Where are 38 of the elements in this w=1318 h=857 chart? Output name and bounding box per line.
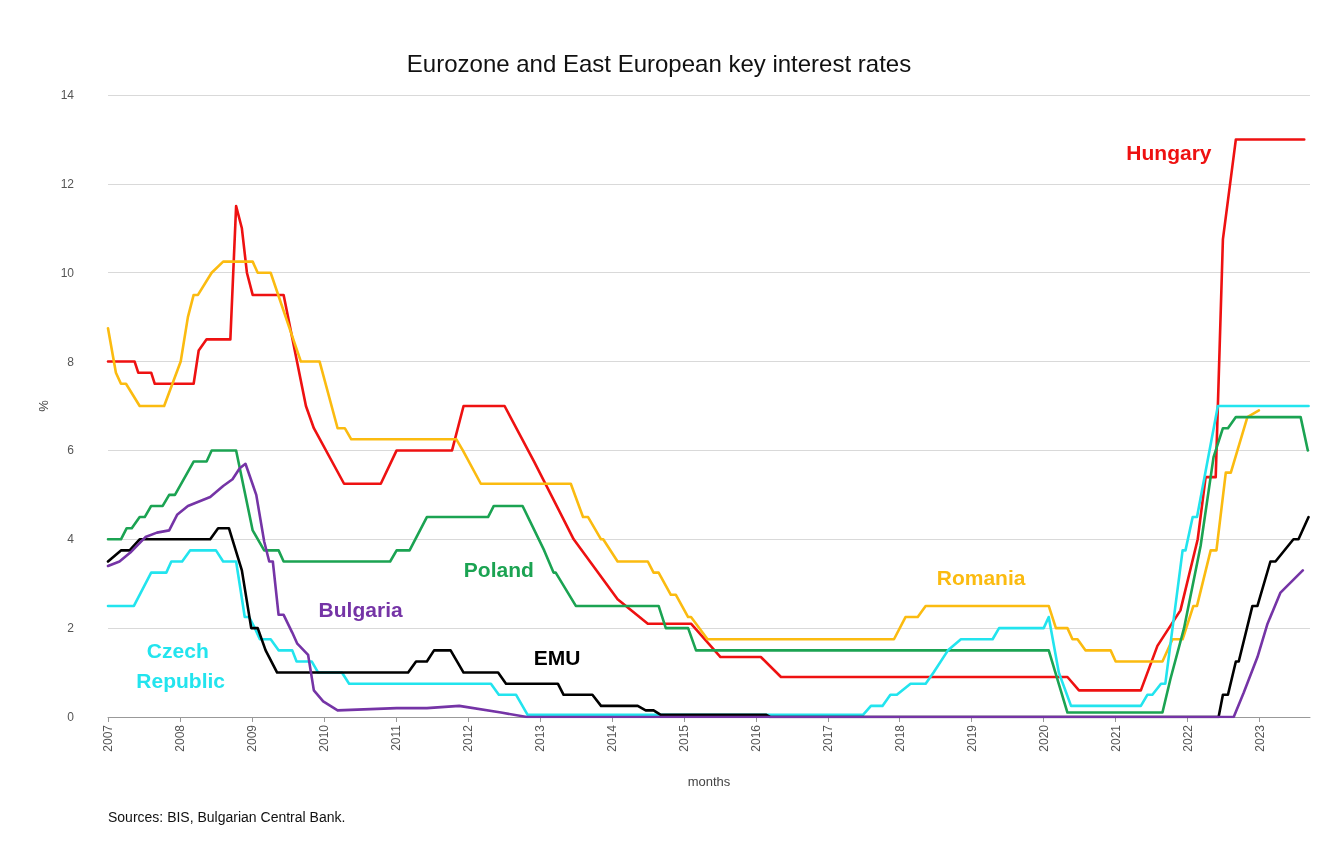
y-tick-label: 8 — [67, 354, 75, 369]
x-axis-title: months — [687, 774, 731, 789]
x-tick-label: 2022 — [1180, 724, 1195, 752]
x-tick-label: 2020 — [1036, 724, 1051, 752]
series-label: Hungary — [1126, 141, 1212, 165]
x-tick-label: 2014 — [604, 724, 619, 752]
x-tick-label: 2008 — [172, 724, 187, 752]
x-tick-label: 2021 — [1108, 724, 1123, 752]
x-tick-label: 2023 — [1252, 724, 1267, 752]
series-label: Bulgaria — [318, 598, 403, 622]
chart-title: Eurozone and East European key interest rates — [406, 49, 912, 77]
x-tick-label: 2015 — [676, 724, 691, 752]
x-tick-label: 2009 — [244, 724, 259, 752]
y-tick-label: 14 — [60, 88, 75, 102]
line-series — [106, 462, 1305, 719]
x-tick-label: 2018 — [892, 724, 907, 752]
y-axis-title: % — [35, 399, 51, 412]
source-note: Sources: BIS, Bulgarian Central Bank. — [108, 809, 346, 825]
x-tick-label: 2007 — [101, 724, 115, 752]
series-label: Poland — [463, 557, 534, 581]
x-tick-label: 2019 — [964, 724, 979, 752]
y-tick-label: 0 — [67, 710, 75, 724]
series-label: EMU — [533, 645, 581, 669]
line-series — [106, 260, 1261, 663]
y-tick-label: 10 — [60, 265, 75, 280]
x-tick-label: 2011 — [388, 724, 403, 751]
line-series — [106, 138, 1306, 692]
y-tick-label: 6 — [67, 443, 75, 458]
y-tick-label: 4 — [67, 532, 75, 547]
y-tick-label: 2 — [67, 621, 75, 636]
y-tick-label: 12 — [60, 176, 75, 191]
x-tick-label: 2013 — [532, 724, 547, 752]
series-label: Czech Republic — [136, 638, 226, 692]
x-tick-label: 2016 — [748, 724, 763, 752]
x-tick-label: 2017 — [820, 724, 835, 752]
series-label: Romania — [936, 566, 1026, 590]
x-tick-label: 2010 — [316, 724, 331, 752]
x-tick-label: 2012 — [460, 724, 475, 752]
